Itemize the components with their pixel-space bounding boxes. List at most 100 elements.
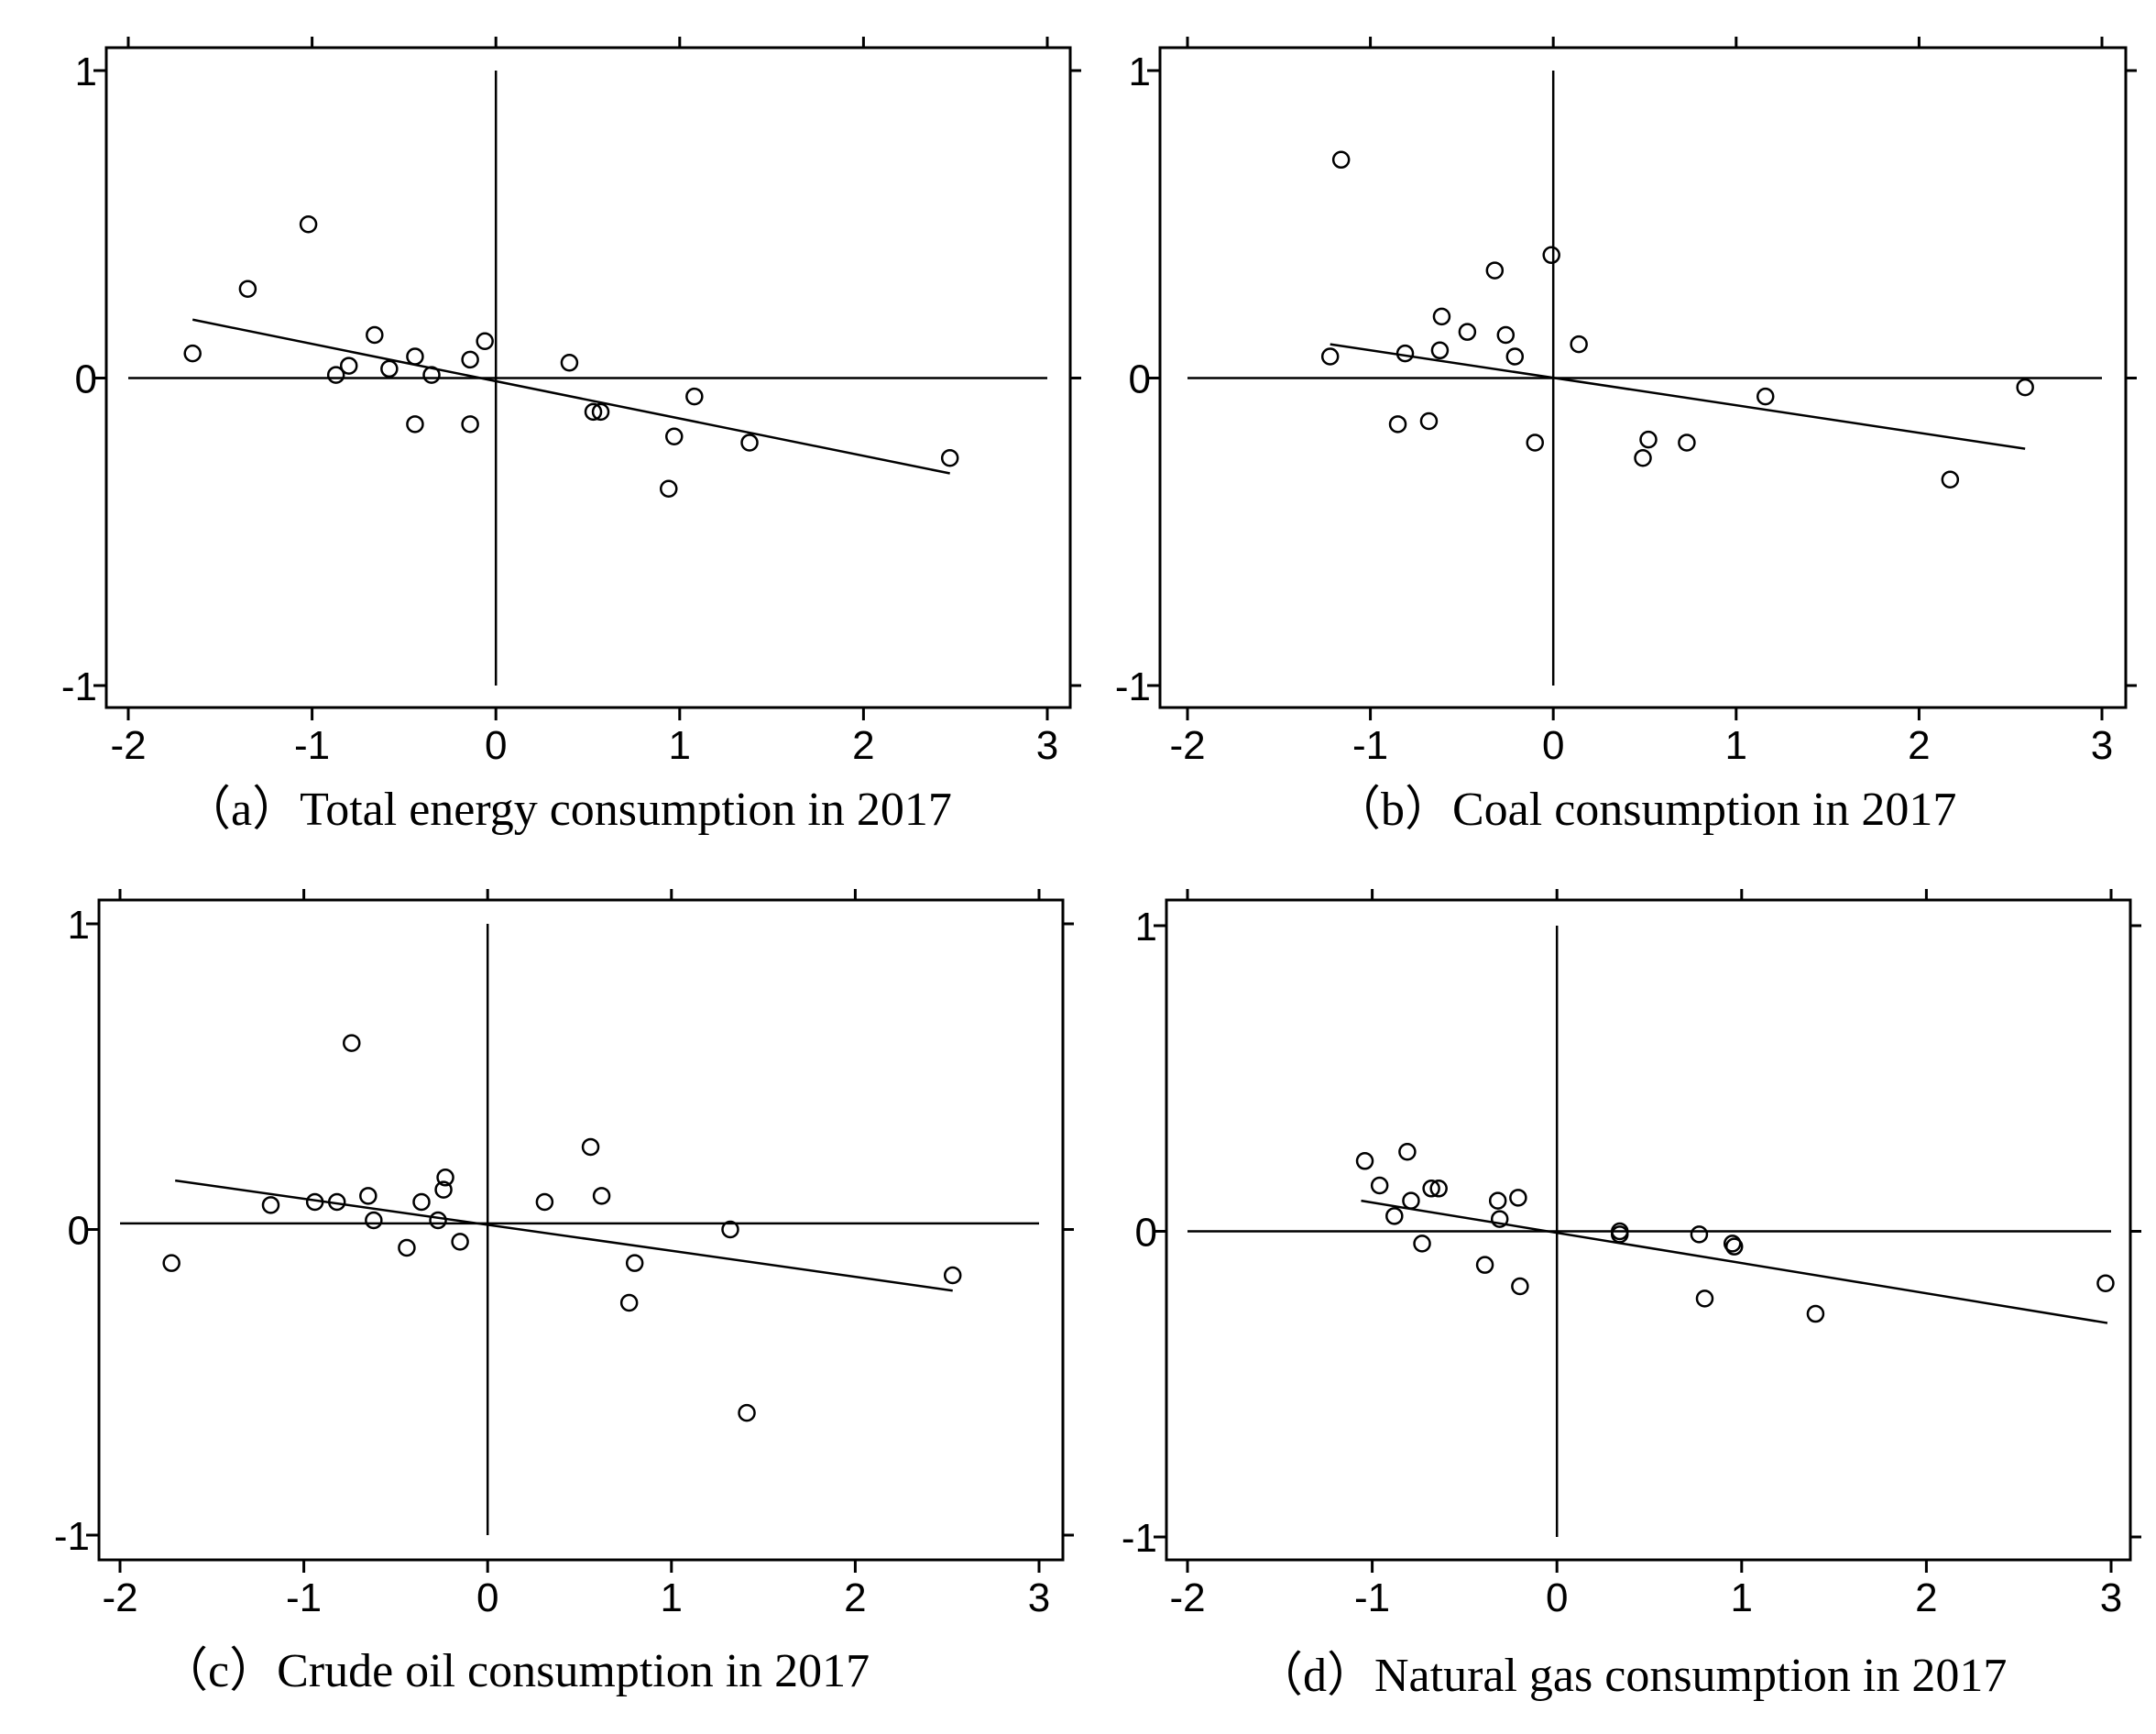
data-point [380, 359, 399, 379]
y-tick-label: 1 [1129, 49, 1151, 94]
data-point [1490, 1210, 1509, 1228]
data-point [1422, 1180, 1440, 1198]
data-point [1806, 1304, 1825, 1323]
x-tick-label: 2 [1908, 723, 1930, 768]
data-point [343, 1034, 361, 1052]
y-tick-label: 0 [1129, 357, 1151, 402]
y-tick-label: -1 [54, 1514, 90, 1559]
x-tick-label: 1 [669, 723, 691, 768]
data-point [1485, 261, 1505, 280]
data-point [535, 1192, 554, 1212]
data-point [434, 1180, 453, 1199]
data-point [183, 344, 202, 363]
data-point [665, 427, 684, 445]
data-point [238, 280, 257, 298]
data-point [2096, 1274, 2115, 1292]
data-point [740, 434, 759, 452]
data-point [1458, 323, 1477, 341]
data-point [721, 1220, 739, 1239]
panel-b: -2 -1 0 1 2 3 -1 0 1 （b）Coal consumption in 2017 [1115, 37, 2137, 836]
data-point [412, 1192, 431, 1212]
data-point [326, 366, 345, 384]
data-point [406, 415, 424, 434]
data-point [162, 1254, 181, 1272]
panel-d: -2 -1 0 1 2 3 -1 0 1 （d）Natural gas consumption i… [1122, 889, 2141, 1702]
x-tick-label: -2 [1169, 723, 1205, 768]
panel-caption: （c）Crude oil consumption in 2017 [160, 1645, 870, 1697]
y-tick-label: -1 [1115, 664, 1151, 709]
x-tick-label: 1 [661, 1575, 683, 1620]
data-point [1634, 448, 1652, 467]
data-point [1385, 1207, 1404, 1225]
data-point [1419, 412, 1439, 431]
y-tick-label: 0 [75, 357, 97, 402]
fitted-line [175, 1179, 953, 1292]
data-point [359, 1187, 378, 1205]
data-point [1941, 470, 1960, 488]
data-point [1724, 1237, 1744, 1256]
x-tick-label: 2 [852, 723, 874, 768]
data-point [1475, 1256, 1494, 1274]
data-point [1610, 1225, 1629, 1244]
data-point [1331, 150, 1351, 170]
data-point [738, 1403, 756, 1422]
data-point [261, 1196, 280, 1214]
y-tick-label: -1 [61, 664, 97, 709]
data-point [461, 415, 479, 434]
data-point [305, 1192, 324, 1212]
data-point [660, 479, 678, 499]
data-point [476, 332, 494, 350]
data-point [685, 387, 704, 406]
data-point [1756, 387, 1775, 406]
data-point [1496, 325, 1516, 345]
x-tick-label: 1 [1725, 723, 1747, 768]
data-point [1413, 1235, 1431, 1253]
data-point [1505, 347, 1525, 366]
plot-frame [1165, 898, 2132, 1562]
x-tick-label: 3 [1028, 1575, 1050, 1620]
x-tick-label: -2 [102, 1575, 137, 1620]
data-point [1398, 1143, 1417, 1161]
x-tick-label: -1 [1352, 723, 1388, 768]
data-point [560, 353, 579, 372]
data-point [591, 402, 610, 422]
y-tick-label: 1 [68, 903, 90, 948]
y-tick-label: -1 [1122, 1516, 1157, 1561]
fitted-line [1361, 1199, 2108, 1324]
panel-c: -2 -1 0 1 2 3 -1 0 1 （c）Crude oil consumption in … [54, 889, 1074, 1697]
data-point [422, 366, 441, 384]
x-tick-label: 0 [1542, 723, 1564, 768]
data-point [398, 1238, 416, 1257]
panel-caption: （d）Natural gas consumption in 2017 [1255, 1650, 2007, 1702]
data-point [299, 215, 318, 234]
data-point [1509, 1189, 1527, 1207]
data-point [1430, 341, 1450, 360]
data-point [365, 1211, 383, 1230]
fitted-line [192, 318, 950, 475]
data-point [327, 1192, 346, 1212]
data-point [1488, 1191, 1507, 1210]
data-point [1639, 430, 1658, 449]
data-point [1429, 1180, 1448, 1198]
x-tick-label: 0 [1546, 1575, 1568, 1620]
plot-frame [97, 898, 1065, 1562]
x-tick-label: 3 [1036, 723, 1058, 768]
data-point [1678, 434, 1696, 452]
x-tick-label: 2 [1915, 1575, 1937, 1620]
y-tick-label: 0 [1135, 1211, 1157, 1256]
data-point [1355, 1152, 1374, 1170]
data-point [461, 350, 479, 369]
x-tick-label: -2 [110, 723, 146, 768]
data-point [1370, 1176, 1389, 1195]
data-point [592, 1187, 611, 1205]
data-point [584, 402, 603, 422]
panel-caption: （b）Coal consumption in 2017 [1333, 784, 1956, 836]
panel-a: -2 -1 0 1 2 3 -1 0 1 （a）Total energy consumption … [61, 37, 1081, 836]
data-point [619, 1293, 639, 1312]
y-tick-label: 0 [68, 1209, 90, 1254]
data-point [436, 1169, 454, 1187]
data-point [1395, 344, 1415, 363]
data-point [451, 1233, 469, 1251]
x-tick-label: 0 [485, 723, 507, 768]
